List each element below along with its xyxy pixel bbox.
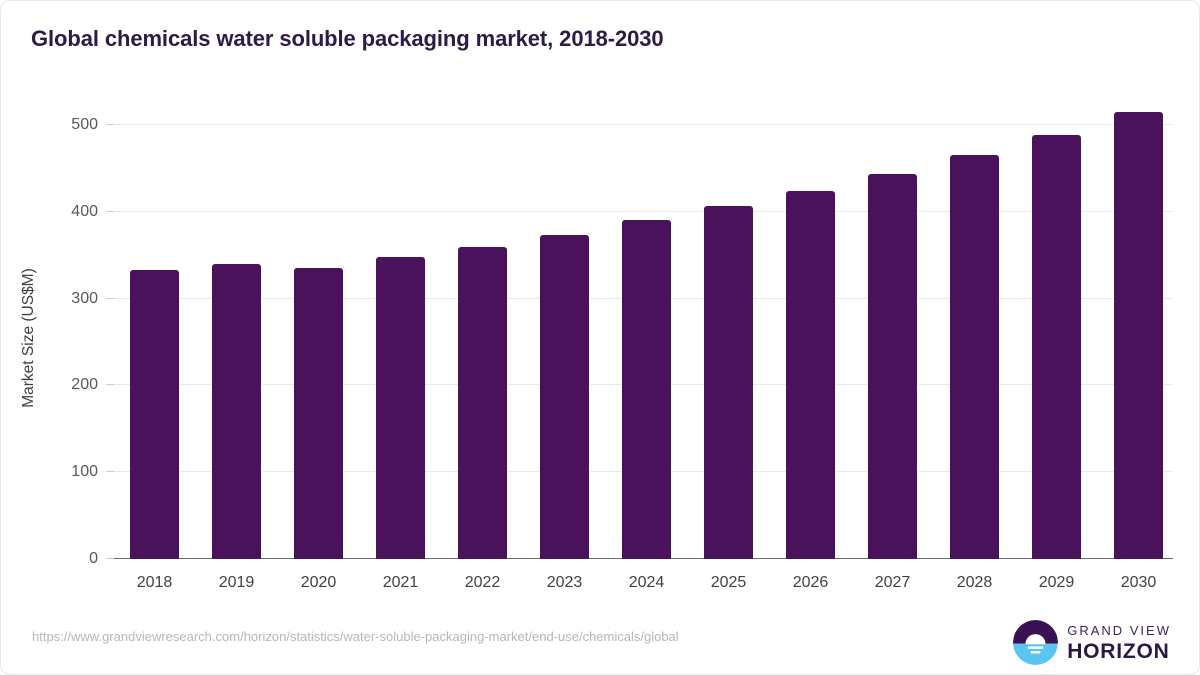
grand-view-horizon-logo[interactable]: GRAND VIEW HORIZON bbox=[1013, 620, 1171, 665]
bar-2019[interactable] bbox=[212, 263, 261, 559]
y-tick-label: 300 bbox=[71, 289, 98, 307]
page-title: Global chemicals water soluble packaging… bbox=[31, 26, 664, 51]
logo-text-grand-view: GRAND VIEW bbox=[1067, 622, 1171, 638]
bar-2024[interactable] bbox=[622, 220, 671, 559]
y-tick-label: 100 bbox=[71, 463, 98, 481]
gridline bbox=[114, 210, 1173, 212]
x-tick-label-2019: 2019 bbox=[218, 574, 255, 591]
y-tick-mark bbox=[106, 558, 114, 559]
x-tick-label-2027: 2027 bbox=[874, 574, 911, 591]
bar-2018[interactable] bbox=[130, 269, 179, 559]
x-tick-label-2028: 2028 bbox=[956, 574, 993, 591]
bar-2030[interactable] bbox=[1114, 111, 1163, 559]
x-tick-label-2026: 2026 bbox=[792, 574, 829, 591]
logo-text-horizon: HORIZON bbox=[1067, 639, 1170, 663]
y-axis-title: Market Size (US$M) bbox=[20, 267, 37, 408]
y-tick-label: 400 bbox=[71, 202, 98, 220]
y-tick-mark bbox=[106, 297, 114, 299]
y-tick-label: 0 bbox=[89, 550, 98, 567]
x-tick-label-2023: 2023 bbox=[546, 574, 583, 591]
bar-2025[interactable] bbox=[704, 205, 753, 559]
bar-2029[interactable] bbox=[1032, 135, 1081, 559]
plot-area: 0 100 200 300 400 500 2018 2019 2020 2021 2022 202… bbox=[71, 111, 1173, 591]
bar-2028[interactable] bbox=[950, 154, 999, 559]
bar-2022[interactable] bbox=[458, 247, 507, 559]
y-tick-mark bbox=[106, 124, 114, 125]
gridline bbox=[114, 124, 1173, 125]
y-tick-mark bbox=[106, 210, 114, 212]
x-tick-label-2030: 2030 bbox=[1120, 574, 1157, 591]
bar-2026[interactable] bbox=[786, 190, 835, 559]
x-tick-label-2025: 2025 bbox=[710, 574, 747, 591]
x-tick-label-2020: 2020 bbox=[300, 574, 337, 591]
y-tick-mark bbox=[106, 471, 114, 473]
x-tick-label-2022: 2022 bbox=[464, 574, 501, 591]
bar-2023[interactable] bbox=[540, 235, 589, 559]
x-tick-label-2029: 2029 bbox=[1038, 574, 1075, 591]
y-tick-mark bbox=[106, 384, 114, 386]
x-tick-label-2018: 2018 bbox=[136, 574, 173, 591]
logo-text: GRAND VIEW HORIZON bbox=[1067, 624, 1171, 662]
horizon-sun-icon bbox=[1013, 620, 1059, 665]
source-url[interactable]: https://www.grandviewresearch.com/horizo… bbox=[32, 629, 679, 644]
bar-2021[interactable] bbox=[376, 256, 425, 559]
x-tick-label-2024: 2024 bbox=[628, 574, 665, 591]
x-tick-label-2021: 2021 bbox=[382, 574, 419, 591]
y-tick-label: 500 bbox=[71, 116, 98, 133]
y-tick-label: 200 bbox=[71, 376, 98, 394]
bar-2020[interactable] bbox=[294, 268, 343, 559]
bar-2027[interactable] bbox=[868, 174, 917, 559]
